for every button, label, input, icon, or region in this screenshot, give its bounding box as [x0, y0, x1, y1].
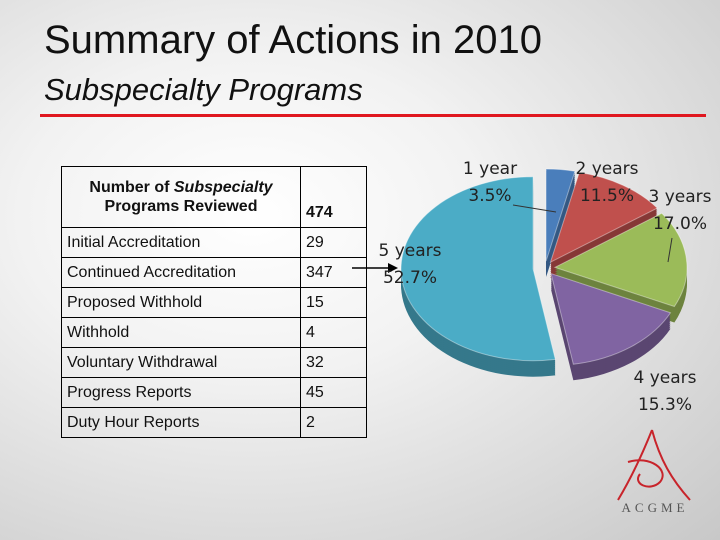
- slice-category: 3 years: [648, 187, 711, 207]
- row-value: 29: [300, 227, 367, 258]
- table-row: Initial Accreditation 29: [61, 227, 367, 258]
- row-label: Duty Hour Reports: [61, 407, 301, 438]
- title: Summary of Actions in 2010: [44, 18, 543, 62]
- logo-text: ACGME: [622, 500, 689, 515]
- row-value: 45: [300, 377, 367, 408]
- table-row: Withhold 4: [61, 317, 367, 348]
- table-header: Number of Subspecialty Programs Reviewed …: [61, 166, 367, 228]
- rule: [40, 114, 706, 117]
- logo-mark: [617, 429, 691, 501]
- row-value: 32: [300, 347, 367, 378]
- header-text: Subspecialty: [173, 179, 273, 196]
- header-text: Number of: [89, 179, 170, 196]
- row-label: Initial Accreditation: [61, 227, 301, 258]
- row-label: Voluntary Withdrawal: [61, 347, 301, 378]
- leader-line: [512, 204, 557, 213]
- header-text: Programs Reviewed: [104, 198, 258, 215]
- table-row: Duty Hour Reports 2: [61, 407, 367, 438]
- slice-category: 2 years: [575, 159, 638, 179]
- header-cell: Number of Subspecialty Programs Reviewed: [61, 166, 301, 228]
- row-value: 2: [300, 407, 367, 438]
- pie-slice: [545, 168, 576, 262]
- table-row: Proposed Withhold 15: [61, 287, 367, 318]
- row-label: Proposed Withhold: [61, 287, 301, 318]
- slice-category: 5 years: [378, 241, 441, 261]
- table: Number of Subspecialty Programs Reviewed …: [61, 166, 367, 438]
- row-value: 347: [300, 257, 367, 288]
- table-row: Voluntary Withdrawal 32: [61, 347, 367, 378]
- slice-label: 17.0%: [653, 214, 707, 234]
- pie-slice: [549, 171, 659, 264]
- pie-slice: [550, 272, 672, 365]
- subtitle: Subspecialty Programs: [44, 72, 363, 107]
- slice-label: 11.5%: [580, 186, 634, 206]
- row-value: 4: [300, 317, 367, 348]
- table-row: Progress Reports 45: [61, 377, 367, 408]
- pie-slice: [553, 212, 688, 308]
- slice-category: 1 year: [463, 159, 517, 179]
- table-row: Continued Accreditation 347: [61, 257, 367, 288]
- slice-label: 3.5%: [468, 186, 511, 206]
- slice-label: 52.7%: [383, 268, 437, 288]
- row-label: Progress Reports: [61, 377, 301, 408]
- row-label: Withhold: [61, 317, 301, 348]
- arrow-head: [388, 263, 398, 273]
- row-label: Continued Accreditation: [61, 257, 301, 288]
- slice-category: 4 years: [633, 368, 696, 388]
- leader-line: [667, 237, 673, 263]
- slice-label: 15.3%: [638, 395, 692, 415]
- pie-slice: [400, 176, 556, 362]
- row-value: 15: [300, 287, 367, 318]
